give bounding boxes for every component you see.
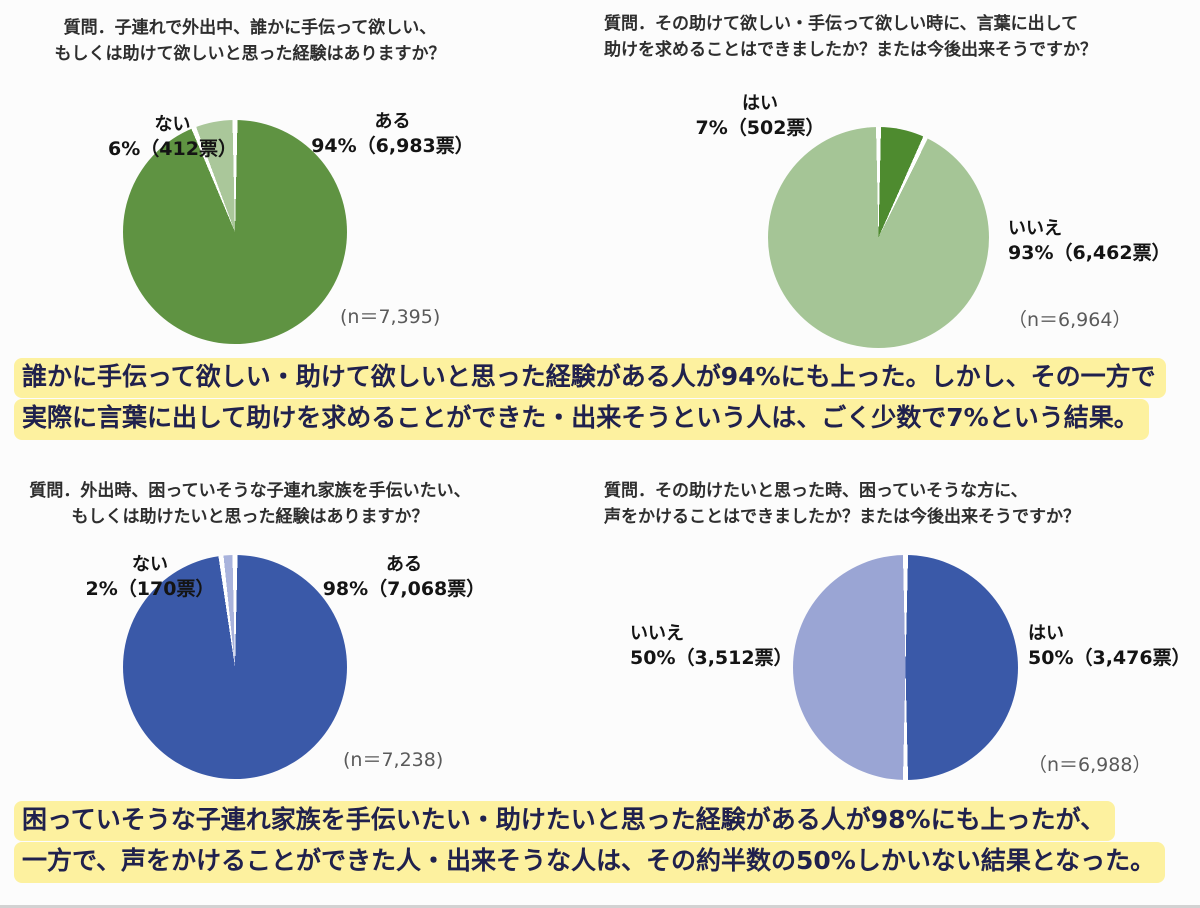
chart1-aru-value: 94%（6,983票） xyxy=(311,135,474,158)
chart1-nai-name: ない xyxy=(154,114,191,135)
summary-bottom: 困っていそうな子連れ家族を手伝いたい・助けたいと思った経験がある人が98%にも上… xyxy=(14,801,1166,884)
pie-chart-q2 xyxy=(768,127,989,348)
chart4-iie-name: いいえ xyxy=(630,623,684,644)
summary-bottom-line1: 困っていそうな子連れ家族を手伝いたい・助けたいと思った経験がある人が98%にも上… xyxy=(14,801,1116,842)
chart1-slice-label-nai: ない 6%（412票） xyxy=(90,113,255,163)
chart2-iie-name: いいえ xyxy=(1008,218,1062,239)
chart2-sample-size: （n＝6,964） xyxy=(1008,309,1132,331)
chart4-hai-value: 50%（3,476票） xyxy=(1028,647,1191,670)
chart4-slice-label-hai: はい 50%（3,476票） xyxy=(1028,622,1191,672)
chart4-iie-value: 50%（3,512票） xyxy=(630,647,793,670)
chart3-sample-size: (n＝7,238) xyxy=(343,749,444,771)
summary-top: 誰かに手伝って欲しい・助けて欲しいと思った経験がある人が94%にも上った。しかし… xyxy=(14,358,1166,441)
chart2-hai-value: 7%（502票） xyxy=(695,117,825,140)
chart1-nai-value: 6%（412票） xyxy=(108,138,237,161)
chart3-title-line2: もしくは助けたいと思った経験はありますか？ xyxy=(71,506,429,527)
summary-top-line2: 実際に言葉に出して助けを求めることができた・出来そうという人は、ごく少数で7%と… xyxy=(14,399,1149,440)
chart1-title-line1: 質問．子連れで外出中、誰かに手伝って欲しい、 xyxy=(63,18,437,38)
chart3-question-title: 質問．外出時、困っていそうな子連れ家族を手伝いたい、 もしくは助けたいと思った経… xyxy=(8,479,492,530)
chart1-question-title: 質問．子連れで外出中、誰かに手伝って欲しい、 もしくは助けて欲しいと思った経験は… xyxy=(8,16,492,67)
chart2-question-title: 質問．その助けて欲しい・手伝って欲しい時に、言葉に出して 助けを求めることはでき… xyxy=(604,12,1196,63)
chart3-nai-name: ない xyxy=(132,554,168,575)
chart3-slice-label-aru: ある 98%（7,068票） xyxy=(318,553,490,603)
pie-chart-q4 xyxy=(793,555,1018,780)
chart4-hai-name: はい xyxy=(1028,623,1064,644)
chart1-title-line2: もしくは助けて欲しいと思った経験はありますか？ xyxy=(54,43,446,64)
chart4-sample-size: （n＝6,988） xyxy=(1028,754,1152,776)
chart4-title-line1: 質問．その助けたいと思った時、困っていそうな方に、 xyxy=(604,481,1028,501)
chart3-slice-label-nai: ない 2%（170票） xyxy=(70,553,230,603)
chart2-slice-label-hai: はい 7%（502票） xyxy=(680,92,840,142)
chart2-title-line1: 質問．その助けて欲しい・手伝って欲しい時に、言葉に出して xyxy=(604,14,1079,34)
chart1-aru-name: ある xyxy=(374,111,411,132)
chart1-sample-size: (n＝7,395) xyxy=(340,306,441,328)
chart2-iie-value: 93%（6,462票） xyxy=(1008,242,1171,265)
chart4-slice-label-iie: いいえ 50%（3,512票） xyxy=(630,622,793,672)
chart3-aru-name: ある xyxy=(386,554,422,575)
chart3-title-line1: 質問．外出時、困っていそうな子連れ家族を手伝いたい、 xyxy=(29,481,471,501)
chart3-aru-value: 98%（7,068票） xyxy=(322,578,486,601)
bottom-divider xyxy=(0,905,1200,908)
chart2-title-line2: 助けを求めることはできましたか？または今後出来そうですか？ xyxy=(604,39,1097,60)
chart4-question-title: 質問．その助けたいと思った時、困っていそうな方に、 声をかけることはできましたか… xyxy=(604,479,1196,530)
chart2-slice-label-iie: いいえ 93%（6,462票） xyxy=(1008,217,1171,267)
chart3-nai-value: 2%（170票） xyxy=(85,578,215,601)
chart4-title-line2: 声をかけることはできましたか？または今後出来そうですか？ xyxy=(604,506,1080,527)
chart1-slice-label-aru: ある 94%（6,983票） xyxy=(300,110,485,160)
pie-chart-q1 xyxy=(123,120,347,344)
summary-bottom-line2: 一方で、声をかけることができた人・出来そうな人は、その約半数の50%しかいない結… xyxy=(14,842,1166,883)
summary-top-line1: 誰かに手伝って欲しい・助けて欲しいと思った経験がある人が94%にも上った。しかし… xyxy=(14,358,1166,399)
chart2-hai-name: はい xyxy=(742,93,778,114)
pie-chart-q3 xyxy=(123,555,347,779)
